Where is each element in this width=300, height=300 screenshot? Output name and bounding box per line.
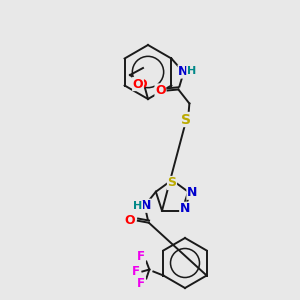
Text: N: N: [187, 186, 197, 199]
Text: F: F: [132, 265, 140, 278]
Text: O: O: [124, 214, 135, 227]
Text: O: O: [133, 77, 143, 91]
Text: N: N: [141, 199, 151, 212]
Text: O: O: [137, 77, 147, 91]
Text: N: N: [180, 202, 190, 215]
Text: H: H: [187, 67, 196, 76]
Text: S: S: [167, 176, 176, 190]
Text: O: O: [155, 84, 166, 97]
Text: N: N: [178, 65, 189, 78]
Text: F: F: [137, 250, 145, 263]
Text: H: H: [133, 201, 142, 211]
Text: S: S: [182, 112, 191, 127]
Text: F: F: [137, 277, 145, 290]
